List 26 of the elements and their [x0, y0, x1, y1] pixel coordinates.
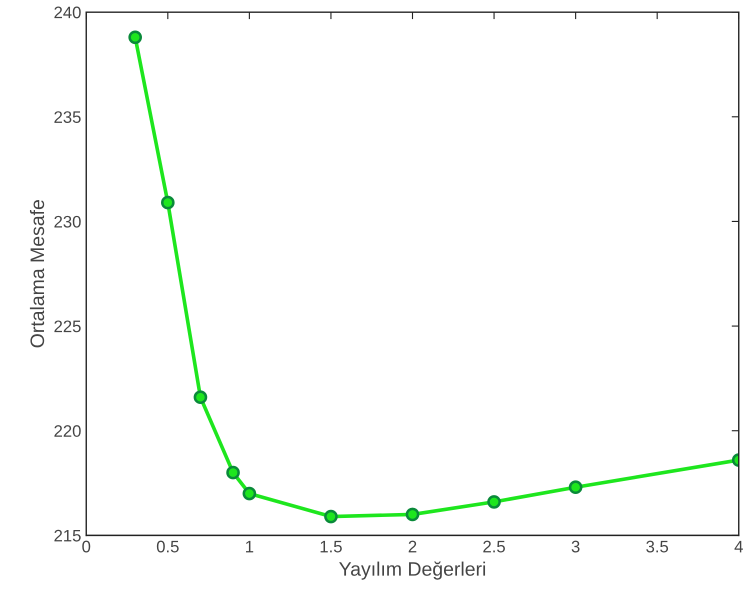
point — [324, 510, 338, 524]
x-tick-label: 3.5 — [646, 540, 668, 552]
x-tick-label: 0 — [82, 540, 90, 552]
x-tick-label: 4 — [734, 540, 743, 552]
x-tick-label: 0.5 — [156, 540, 179, 552]
point — [161, 196, 175, 210]
y-tick-label: 240 — [54, 6, 81, 18]
x-tick-label: 3 — [572, 540, 580, 552]
y-tick-label: 220 — [54, 425, 81, 437]
x-tick-label: 1.5 — [320, 540, 342, 552]
point — [242, 486, 256, 500]
x-tick-label: 2.5 — [483, 540, 505, 552]
x-tick-label: 2 — [408, 540, 416, 552]
y-tick-label: 215 — [54, 530, 81, 542]
y-tick-label: 225 — [54, 320, 81, 332]
point — [568, 480, 582, 494]
y-tick-label: 230 — [54, 216, 81, 228]
point — [487, 495, 501, 509]
x-tick-label: 1 — [246, 540, 254, 552]
x-axis-title: Yayılım Değerleri — [339, 561, 486, 580]
point — [128, 30, 142, 44]
point — [406, 508, 420, 522]
y-tick-label: 235 — [54, 111, 81, 123]
y-axis-title: Ortalama Mesafe — [30, 200, 44, 348]
point — [194, 390, 208, 404]
point — [226, 466, 240, 480]
